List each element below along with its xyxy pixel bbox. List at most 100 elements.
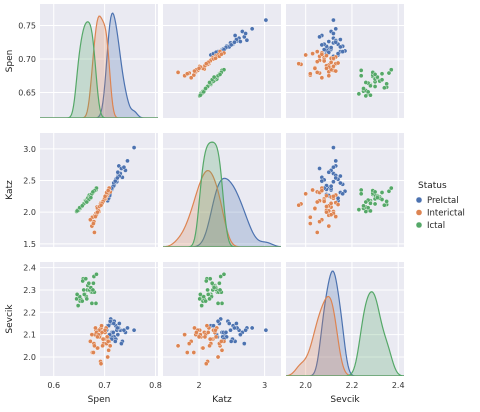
point-interictal — [93, 325, 98, 331]
point-ictal — [215, 301, 221, 306]
point-interictal — [331, 56, 336, 61]
point-preictal — [243, 327, 248, 333]
point-interictal — [307, 214, 313, 220]
point-interictal — [98, 361, 104, 367]
y-tick-label: 3.0 — [23, 145, 36, 154]
point-preictal — [263, 327, 269, 333]
point-preictal — [335, 51, 341, 56]
x-tick-label: 0.7 — [98, 381, 111, 390]
point-ictal — [81, 287, 87, 293]
point-ictal — [94, 271, 99, 277]
point-ictal — [203, 278, 209, 284]
y-tick-label: 2.2 — [23, 308, 36, 317]
point-interictal — [324, 53, 329, 58]
point-interictal — [328, 212, 334, 217]
point-preictal — [115, 175, 120, 181]
kde-preictal-katz — [163, 177, 281, 247]
point-ictal — [207, 80, 212, 85]
point-interictal — [91, 350, 96, 355]
point-interictal — [317, 219, 322, 224]
point-preictal — [115, 332, 121, 337]
point-interictal — [194, 330, 199, 335]
point-ictal — [205, 292, 211, 297]
point-interictal — [324, 66, 329, 71]
panel-katz-vs-katz — [163, 133, 281, 247]
point-interictal — [307, 221, 313, 226]
kde-interictal-spen — [40, 15, 158, 118]
y-tick-label: 2.1 — [23, 331, 36, 340]
point-interictal — [326, 223, 332, 229]
point-interictal — [321, 58, 327, 64]
point-ictal — [197, 296, 203, 302]
point-preictal — [131, 145, 137, 150]
point-interictal — [328, 60, 334, 65]
point-interictal — [99, 323, 104, 329]
point-interictal — [184, 71, 190, 77]
point-interictal — [88, 217, 93, 223]
point-interictal — [106, 347, 111, 353]
point-interictal — [314, 230, 320, 235]
point-ictal — [90, 287, 96, 293]
kde-preictal-spen — [40, 12, 158, 118]
point-interictal — [328, 200, 334, 206]
point-preictal — [331, 17, 336, 23]
point-ictal — [90, 189, 96, 195]
point-interictal — [314, 49, 320, 54]
point-preictal — [243, 31, 248, 36]
panel-background — [40, 262, 158, 376]
point-preictal — [125, 325, 130, 331]
point-ictal — [372, 189, 378, 195]
point-ictal — [363, 199, 369, 205]
point-preictal — [333, 175, 339, 181]
x-tick-label: 2.0 — [299, 381, 312, 390]
point-preictal — [110, 330, 116, 335]
point-interictal — [203, 361, 209, 367]
x-tick-label: 2 — [197, 381, 202, 390]
point-interictal — [105, 354, 110, 360]
panel-spen-vs-spen: 0.65 0.70 0.75 — [18, 4, 158, 118]
point-preictal — [317, 34, 322, 40]
point-ictal — [217, 287, 223, 293]
point-ictal — [372, 84, 378, 89]
point-interictal — [202, 334, 208, 340]
legend-marker-preictal — [415, 196, 423, 204]
point-ictal — [86, 280, 92, 286]
point-interictal — [95, 209, 100, 215]
point-interictal — [100, 343, 105, 349]
legend-label-interictal: Interictal — [427, 209, 465, 219]
point-ictal — [363, 209, 369, 214]
point-interictal — [314, 59, 320, 64]
point-ictal — [198, 292, 203, 297]
y-axis-label-sevcik: Sevcik — [5, 304, 15, 334]
x-axis-label-katz: Katz — [212, 395, 232, 405]
point-interictal — [196, 334, 202, 340]
point-interictal — [324, 193, 329, 198]
point-ictal — [358, 191, 364, 197]
point-preictal — [228, 42, 234, 48]
point-ictal — [356, 207, 362, 212]
point-ictal — [81, 292, 87, 297]
point-ictal — [75, 303, 81, 308]
point-interictal — [89, 332, 95, 337]
point-interictal — [92, 343, 97, 349]
point-ictal — [91, 280, 96, 286]
point-interictal — [192, 325, 197, 331]
point-ictal — [80, 278, 86, 284]
point-preictal — [232, 325, 237, 331]
point-preictal — [241, 341, 247, 346]
point-ictal — [384, 81, 389, 87]
point-ictal — [363, 93, 369, 99]
point-ictal — [382, 85, 387, 91]
point-ictal — [379, 190, 385, 195]
panel-katz-vs-spen: 1.5 2.0 2.5 3.0 — [23, 133, 158, 249]
point-interictal — [104, 334, 110, 340]
point-ictal — [219, 301, 225, 306]
point-interictal — [303, 191, 308, 197]
point-interictal — [95, 345, 100, 351]
point-interictal — [99, 330, 105, 335]
point-preictal — [338, 180, 343, 186]
point-interictal — [314, 199, 320, 205]
x-tick-label: 2.2 — [346, 381, 359, 390]
point-preictal — [232, 39, 237, 45]
